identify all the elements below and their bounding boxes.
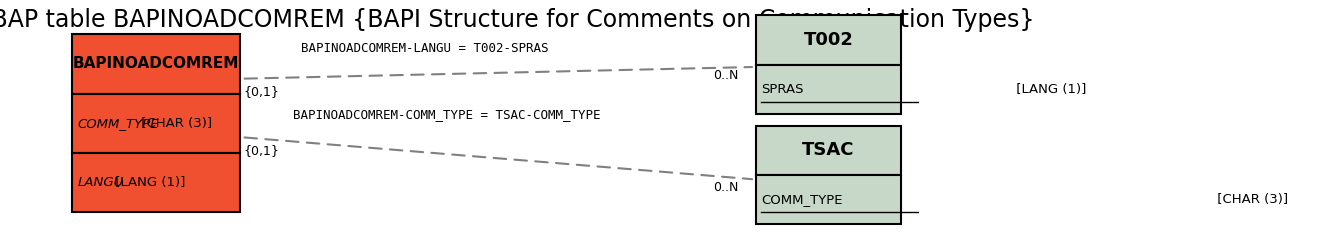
Text: COMM_TYPE: COMM_TYPE (761, 193, 842, 206)
Bar (756, 175, 901, 224)
Text: BAPINOADCOMREM-COMM_TYPE = TSAC-COMM_TYPE: BAPINOADCOMREM-COMM_TYPE = TSAC-COMM_TYP… (293, 109, 600, 122)
Text: BAPINOADCOMREM: BAPINOADCOMREM (73, 56, 239, 71)
Bar (73, 34, 240, 94)
Bar (756, 126, 901, 175)
Text: [LANG (1)]: [LANG (1)] (111, 176, 185, 189)
Text: SAP ABAP table BAPINOADCOMREM {BAPI Structure for Comments on Communication Type: SAP ABAP table BAPINOADCOMREM {BAPI Stru… (0, 9, 1034, 32)
Text: [CHAR (3)]: [CHAR (3)] (1213, 193, 1288, 206)
Bar (756, 65, 901, 114)
Text: {0,1}: {0,1} (243, 85, 279, 98)
Bar (73, 153, 240, 212)
Bar (73, 94, 240, 153)
Text: COMM_TYPE: COMM_TYPE (78, 117, 160, 130)
Text: SPRAS: SPRAS (761, 83, 803, 96)
Text: TSAC: TSAC (802, 141, 854, 159)
Text: BAPINOADCOMREM-LANGU = T002-SPRAS: BAPINOADCOMREM-LANGU = T002-SPRAS (301, 42, 549, 55)
Text: T002: T002 (803, 31, 853, 49)
Text: [LANG (1)]: [LANG (1)] (1013, 83, 1086, 96)
Text: {0,1}: {0,1} (243, 144, 279, 157)
Text: LANGU: LANGU (78, 176, 124, 189)
Bar (756, 15, 901, 65)
Text: 0..N: 0..N (713, 69, 739, 82)
Text: [CHAR (3)]: [CHAR (3)] (137, 117, 212, 130)
Text: 0..N: 0..N (713, 181, 739, 194)
